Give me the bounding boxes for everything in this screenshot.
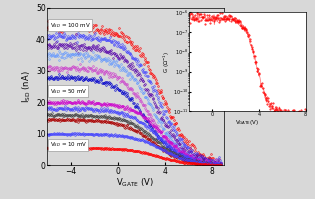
Text: V$_{SD}$ = 50 mV: V$_{SD}$ = 50 mV [49,87,87,96]
Text: V$_{SD}$ = 100 mV: V$_{SD}$ = 100 mV [49,21,90,30]
X-axis label: V$_{\mathrm{GATE}}$(V): V$_{\mathrm{GATE}}$(V) [235,118,259,127]
X-axis label: V$_{\mathrm{GATE}}$ (V): V$_{\mathrm{GATE}}$ (V) [117,177,154,189]
Text: V$_{SD}$ = 10 mV: V$_{SD}$ = 10 mV [49,140,87,149]
Y-axis label: I$_{\mathrm{SD}}$ (nA): I$_{\mathrm{SD}}$ (nA) [21,70,33,103]
Y-axis label: G ($\Omega^{-1}$): G ($\Omega^{-1}$) [161,51,172,73]
